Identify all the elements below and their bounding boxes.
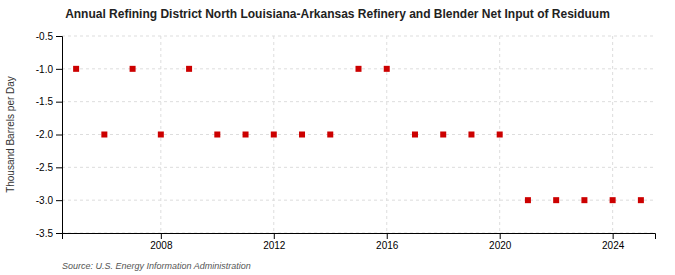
tick-mark [56, 36, 62, 37]
tick: 2012 [263, 233, 286, 251]
tick-mark [613, 233, 614, 239]
point [158, 132, 164, 138]
tick-mark [56, 69, 62, 70]
grid-line [62, 167, 655, 168]
y-axis-label: Thousand Barrels per Day [5, 76, 16, 193]
tick: -3.5 [36, 228, 62, 239]
y-axis: -3.5 -3.0 -2.5 -2.0 -1.5 -1.0 -0.5 [36, 31, 63, 239]
tick-mark [387, 233, 388, 239]
point [214, 132, 220, 138]
point [271, 132, 277, 138]
tick-label: 2016 [376, 240, 399, 251]
tick-label: -3.0 [36, 195, 54, 206]
point [638, 197, 644, 203]
point [412, 132, 418, 138]
tick: 2024 [602, 233, 625, 251]
title: Annual Refining District North Louisiana… [65, 7, 610, 21]
grid-line [62, 36, 655, 37]
point [525, 197, 531, 203]
tick-label: 2012 [263, 240, 286, 251]
tick: -1.0 [36, 64, 62, 75]
point [130, 66, 136, 72]
plot: 2008 2012 2016 2020 2024 -3.5 -3.0 -2.5 -2.0 -1.5… [36, 31, 656, 251]
tick-label: 2020 [489, 240, 512, 251]
chart: 2008 2012 2016 2020 2024 -3.5 -3.0 -2.5 -2.0 -1.5… [0, 0, 675, 275]
tick-mark [56, 233, 62, 234]
grid-line [386, 36, 387, 233]
tick-mark [56, 200, 62, 201]
tick: 2020 [489, 233, 512, 251]
grid-line [62, 134, 655, 135]
tick-mark [500, 233, 501, 239]
point [468, 132, 474, 138]
tick: -2.5 [36, 162, 62, 173]
tick-mark [56, 102, 62, 103]
point [101, 132, 107, 138]
axis-line [63, 234, 656, 240]
x-axis: 2008 2012 2016 2020 2024 [63, 233, 656, 251]
point [73, 66, 79, 72]
point [299, 132, 305, 138]
tick-label: 2008 [150, 240, 173, 251]
point [497, 132, 503, 138]
tick-mark [56, 135, 62, 136]
point [384, 66, 390, 72]
tick-mark [274, 233, 275, 239]
tick-label: -2.5 [36, 162, 54, 173]
tick-label: -1.5 [36, 96, 54, 107]
tick-mark [161, 233, 162, 239]
tick-label: 2024 [602, 240, 625, 251]
grid [62, 36, 655, 233]
point [553, 197, 559, 203]
tick: -3.0 [36, 195, 62, 206]
points [73, 66, 644, 203]
tick-mark [56, 167, 62, 168]
point [243, 132, 249, 138]
point [610, 197, 616, 203]
grid-line [612, 36, 613, 233]
tick-label: -1.0 [36, 64, 54, 75]
tick: 2008 [150, 233, 173, 251]
tick: -1.5 [36, 96, 62, 107]
point [581, 197, 587, 203]
grid-line [62, 200, 655, 201]
tick-label: -3.5 [36, 228, 54, 239]
tick-label: -0.5 [36, 31, 54, 42]
point [186, 66, 192, 72]
point [327, 132, 333, 138]
axis-line [56, 37, 63, 234]
tick: 2016 [376, 233, 399, 251]
tick: -2.0 [36, 129, 62, 140]
tick: -0.5 [36, 31, 62, 42]
point [440, 132, 446, 138]
source: Source: U.S. Energy Information Administ… [62, 261, 251, 271]
point [356, 66, 362, 72]
grid-line [62, 101, 655, 102]
tick-label: -2.0 [36, 129, 54, 140]
